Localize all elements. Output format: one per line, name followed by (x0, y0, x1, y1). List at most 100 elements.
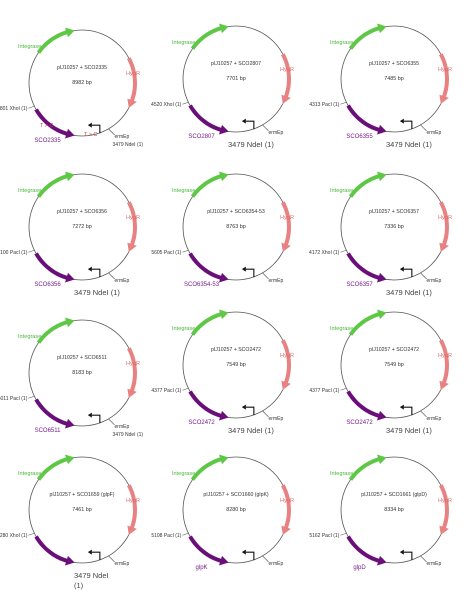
integrase-arrow (348, 309, 387, 336)
plasmid-size: 7461 bp (72, 507, 92, 513)
hygr-arrow (127, 347, 137, 398)
hygr-label: HygR (126, 361, 140, 367)
site-tick (28, 532, 35, 536)
hygr-label: HygR (126, 498, 140, 504)
hygr-label: HygR (126, 215, 140, 221)
promoter-arrowhead-icon (241, 118, 246, 124)
hygr-arrow (281, 484, 291, 535)
hygr-label: HygR (280, 498, 294, 504)
ndei-site-large-label: 3479 NdeI (1) (228, 140, 274, 149)
plasmid-title: pIJ10257 + SCO2472 (211, 347, 261, 353)
integrase-arrow (36, 454, 75, 481)
site-tick (262, 410, 269, 418)
promoter-arrowhead-icon (399, 404, 404, 410)
hygr-arrow (281, 339, 291, 390)
ermep-label: ermEp (115, 278, 130, 284)
left-site-label: 5162 PacI (1) (309, 533, 339, 539)
site-tick (340, 249, 347, 253)
ermep-label: ermEp (427, 278, 442, 284)
promoter-icon (245, 406, 255, 416)
plasmid-title: pIJ10257 + SCO2807 (211, 61, 261, 67)
gene-arrow (188, 104, 229, 135)
promoter-arrowhead-icon (87, 549, 92, 555)
ndei-site-large-label: 3479 NdeI (1) (386, 140, 432, 149)
site-tick (108, 128, 115, 136)
site-tick (28, 105, 35, 109)
promoter-icon (403, 120, 413, 130)
integrase-arrow (36, 171, 75, 198)
site-tick (340, 101, 347, 105)
promoter-icon (91, 414, 101, 424)
plasmid-title: pIJ10257 + SCO1661 (glpD) (361, 492, 427, 498)
site-tick (182, 387, 189, 391)
hygr-label: HygR (126, 71, 140, 77)
gene-arrow (346, 104, 387, 135)
promoter-arrowhead-icon (241, 549, 246, 555)
plasmid-size: 8183 bp (72, 370, 92, 376)
plasmid-title: pIJ10257 + SCO6357 (369, 209, 419, 215)
plasmid-title: pIJ10257 + SCO1660 (glpK) (203, 492, 269, 498)
hygr-arrow (439, 339, 449, 390)
plasmid-map: pIJ10257 + SCO6357 7336 bp Integrase HygR 41… (309, 171, 452, 297)
ndei-site-large-label: 3479 NdeI (1) (228, 426, 274, 435)
gene-arrow (34, 535, 75, 566)
left-site-label: 4313 PacI (1) (309, 102, 339, 108)
plasmid-size: 7336 bp (384, 224, 404, 230)
promoter-icon (245, 551, 255, 561)
plasmid-size: 7485 bp (384, 76, 404, 82)
promoter-arrowhead-icon (87, 412, 92, 418)
site-tick (28, 249, 35, 253)
gene-name-label: glpD (353, 565, 366, 571)
plasmid-size: 7701 bp (226, 76, 246, 82)
hygr-label: HygR (280, 67, 294, 73)
integrase-label: Integrase (330, 40, 353, 46)
ndei-site-large-label-line2: (1) (74, 581, 84, 590)
gene-arrow (34, 398, 75, 429)
plasmid-title: pIJ10257 + SCO2472 (369, 347, 419, 353)
gene-arrow (346, 390, 387, 421)
ermep-label: ermEp (115, 134, 130, 140)
site-tick (108, 418, 115, 426)
gene-name-label: SCO2472 (346, 420, 373, 426)
plasmid-title: pIJ10257 + SCO6356 (57, 209, 107, 215)
site-tick (108, 272, 115, 280)
integrase-arrow (190, 454, 229, 481)
promoter-icon (245, 268, 255, 278)
plasmid-map: pIJ10257 + SCO6355 7485 bp Integrase HygR 43… (309, 23, 452, 149)
ermep-label: ermEp (427, 561, 442, 567)
hygr-arrow (439, 201, 449, 252)
plasmid-map: pIJ10257 + SCO2335 8982 bp Integrase HygR 58… (0, 27, 144, 148)
gene-name-label: SCO6355 (346, 134, 373, 140)
plasmid-title: pIJ10257 + SCO1659 (glpF) (49, 492, 114, 498)
gene-arrow (188, 535, 229, 566)
site-tick (262, 555, 269, 563)
integrase-label: Integrase (330, 471, 353, 477)
ndei-site-large-label: 3479 NdeI (74, 571, 109, 580)
hygr-arrow (281, 53, 291, 104)
integrase-label: Integrase (172, 326, 195, 332)
gene-arrow (346, 252, 387, 283)
left-site-label: 4100 PacI (1) (0, 250, 28, 256)
site-tick (182, 532, 189, 536)
left-site-label: 5011 PacI (1) (0, 396, 28, 402)
site-tick (420, 124, 427, 132)
integrase-label: Integrase (18, 334, 41, 340)
gene-name-label: SCO6354-53 (184, 282, 220, 288)
ndei-site-label: 3479 NdeI (1) (113, 142, 144, 148)
site-tick (108, 555, 115, 563)
gene-name-label: SCO6511 (35, 428, 62, 434)
promoter-arrowhead-icon (241, 266, 246, 272)
hygr-arrow (439, 484, 449, 535)
promoter-icon (245, 120, 255, 130)
gene-name-label: SCO2472 (188, 420, 215, 426)
ermep-label: ermEp (269, 561, 284, 567)
integrase-label: Integrase (172, 471, 195, 477)
site-tick (340, 387, 347, 391)
plasmid-map: pIJ10257 + SCO2472 7549 bp Integrase HygR 43… (151, 309, 294, 435)
integrase-label: Integrase (330, 326, 353, 332)
left-site-label: 5605 PacI (1) (151, 250, 181, 256)
plasmid-map: pIJ10257 + SCO1660 (glpK) 8280 bp Integras… (151, 454, 294, 571)
site-tick (262, 124, 269, 132)
promoter-icon (91, 551, 101, 561)
